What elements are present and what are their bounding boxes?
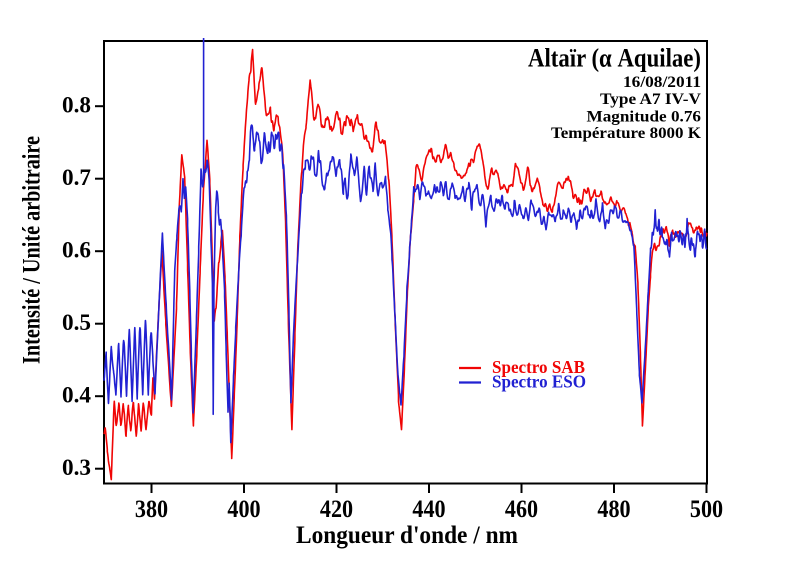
svg-text:16/08/2011: 16/08/2011 [623, 74, 701, 91]
svg-text:400: 400 [227, 496, 260, 523]
svg-text:0.6: 0.6 [62, 238, 91, 263]
svg-text:420: 420 [320, 496, 353, 523]
svg-text:Spectro ESO: Spectro ESO [492, 371, 586, 391]
svg-text:Intensité / Unité arbitraire: Intensité / Unité arbitraire [17, 136, 46, 364]
svg-text:Spectro SAB: Spectro SAB [492, 357, 585, 377]
svg-text:460: 460 [505, 496, 538, 523]
svg-text:Magnitude 0.76: Magnitude 0.76 [587, 109, 702, 126]
svg-text:Type A7 IV-V: Type A7 IV-V [600, 91, 701, 108]
svg-text:Altaïr (α Aquilae): Altaïr (α Aquilae) [528, 44, 701, 73]
svg-text:0.3: 0.3 [62, 455, 91, 480]
svg-text:440: 440 [412, 496, 445, 523]
svg-text:0.7: 0.7 [62, 165, 91, 190]
svg-text:Température 8000 K: Température 8000 K [551, 125, 702, 142]
svg-text:500: 500 [690, 496, 723, 523]
svg-text:0.4: 0.4 [62, 383, 92, 408]
svg-text:0.8: 0.8 [62, 93, 91, 118]
svg-text:480: 480 [597, 496, 630, 523]
svg-text:0.5: 0.5 [62, 310, 91, 335]
svg-text:Longueur d'onde / nm: Longueur d'onde / nm [296, 522, 518, 549]
svg-text:380: 380 [135, 496, 168, 523]
